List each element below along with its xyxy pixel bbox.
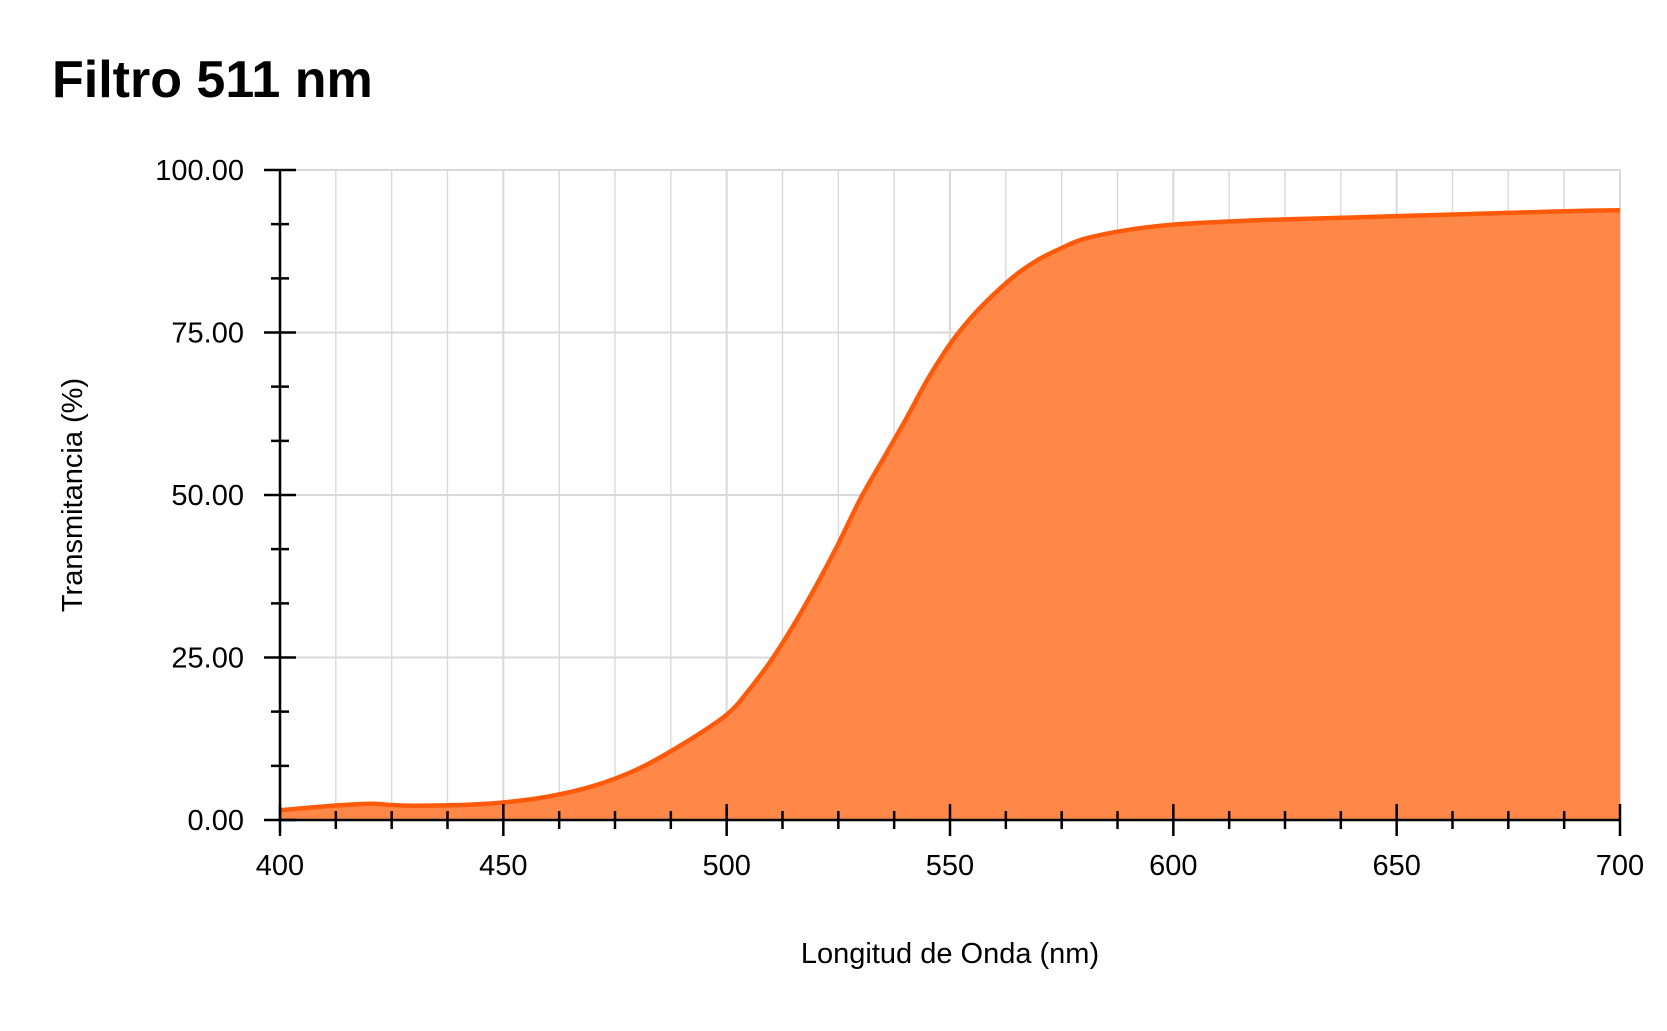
x-axis-title: Longitud de Onda (nm) — [801, 938, 1099, 970]
x-tick-label: 700 — [1596, 850, 1644, 882]
x-tick-label: 500 — [702, 850, 750, 882]
y-axis-title: Transmitancia (%) — [57, 378, 89, 612]
y-tick-label: 75.00 — [171, 318, 244, 350]
x-tick-label: 550 — [926, 850, 974, 882]
x-tick-label: 450 — [479, 850, 527, 882]
series-line — [279, 208, 1621, 813]
y-tick-label: 0.00 — [188, 805, 244, 837]
x-tick-label: 400 — [256, 850, 304, 882]
x-tick-label: 600 — [1149, 850, 1197, 882]
y-tick-label: 50.00 — [171, 480, 244, 512]
axes — [264, 168, 1622, 836]
y-tick-label: 100.00 — [155, 155, 244, 187]
y-tick-labels: 0.00 25.00 50.00 75.00 100.00 — [155, 155, 244, 837]
x-tick-label: 650 — [1372, 850, 1420, 882]
series-area-fill — [280, 210, 1620, 821]
y-tick-label: 25.00 — [171, 643, 244, 675]
chart-title: Filtro 511 nm — [52, 51, 373, 109]
x-tick-labels: 400 450 500 550 600 650 700 — [256, 850, 1644, 882]
